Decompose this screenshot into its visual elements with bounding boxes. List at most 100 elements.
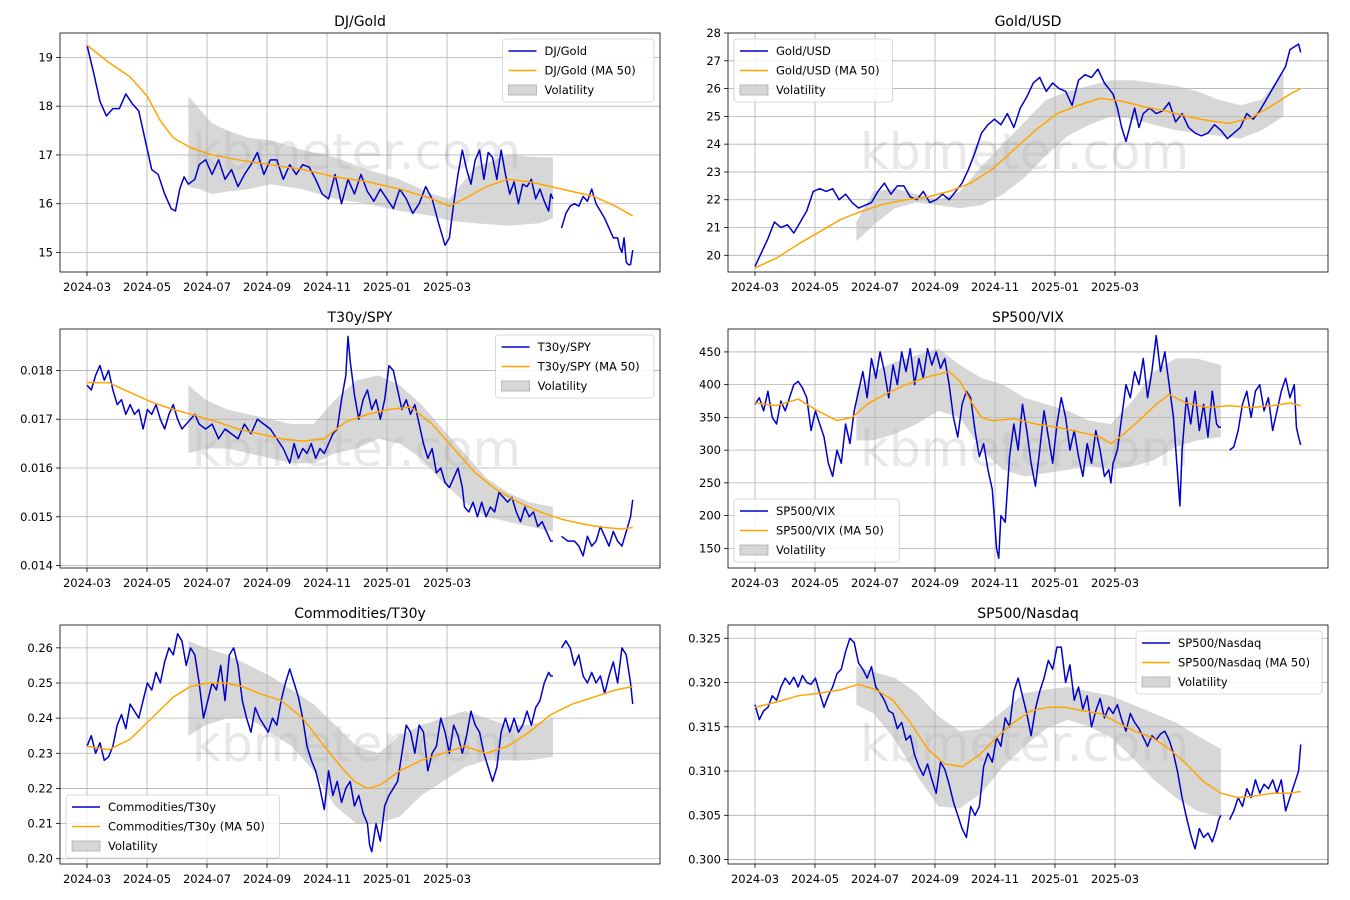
volatility-band	[188, 640, 553, 824]
legend-series-label: Gold/USD	[776, 44, 831, 58]
ma-line	[86, 682, 633, 790]
y-tick-label: 0.315	[688, 720, 721, 734]
y-tick-label: 0.310	[688, 764, 721, 778]
volatility-band	[856, 348, 1221, 477]
subplot-4: SP500/VIXkbmeter.com2024-032024-052024-0…	[699, 310, 1329, 590]
legend-volatility-label: Volatility	[776, 543, 826, 557]
x-tick-label: 2024-11	[971, 280, 1019, 294]
legend: Commodities/T30y Commodities/T30y (MA 50)…	[65, 794, 281, 859]
x-tick-label: 2024-03	[731, 576, 779, 590]
x-tick-label: 2024-07	[183, 872, 231, 886]
legend-volatility-label: Volatility	[776, 83, 826, 97]
x-tick-label: 2024-07	[183, 280, 231, 294]
y-tick-label: 0.325	[688, 631, 721, 645]
volatility-band	[188, 96, 553, 226]
x-tick-label: 2025-03	[423, 872, 471, 886]
series-line	[86, 45, 634, 266]
y-tick-label: 350	[699, 410, 721, 424]
y-tick-label: 25	[706, 109, 721, 123]
y-tick-label: 19	[38, 50, 53, 64]
x-tick-label: 2025-01	[363, 280, 411, 294]
legend-volatility-label: Volatility	[1178, 675, 1228, 689]
legend-volatility-label: Volatility	[108, 839, 158, 853]
ma-line	[86, 44, 634, 217]
y-tick-label: 28	[706, 26, 721, 40]
y-tick-label: 16	[38, 197, 53, 211]
chart-title: T30y/SPY	[327, 310, 393, 326]
legend-volatility-label: Volatility	[538, 379, 588, 393]
legend-volatility-label: Volatility	[545, 83, 595, 97]
y-tick-label: 250	[699, 476, 721, 490]
ma-line	[754, 683, 1301, 799]
x-tick-label: 2024-05	[791, 576, 839, 590]
x-tick-label: 2024-07	[183, 576, 231, 590]
legend-volatility-swatch	[739, 544, 769, 556]
legend-box	[733, 38, 893, 103]
legend-ma-label: DJ/Gold (MA 50)	[545, 64, 636, 78]
x-tick-label: 2024-03	[63, 872, 111, 886]
y-tick-label: 23	[706, 165, 721, 179]
legend: Gold/USD Gold/USD (MA 50) Volatility	[733, 38, 893, 103]
x-tick-label: 2024-09	[911, 576, 959, 590]
y-tick-label: 24	[706, 137, 721, 151]
x-tick-label: 2024-11	[303, 280, 351, 294]
y-tick-label: 150	[699, 541, 721, 555]
x-tick-label: 2025-03	[423, 280, 471, 294]
x-tick-label: 2025-01	[1031, 576, 1079, 590]
y-tick-label: 0.20	[27, 852, 53, 866]
series-line	[754, 43, 1302, 267]
legend-ma-label: T30y/SPY (MA 50)	[537, 360, 640, 374]
x-tick-label: 2024-05	[791, 280, 839, 294]
y-tick-label: 0.305	[688, 808, 721, 822]
ma-line	[87, 381, 633, 530]
y-tick-label: 0.24	[27, 711, 53, 725]
x-tick-label: 2024-03	[731, 872, 779, 886]
x-tick-label: 2024-07	[851, 872, 899, 886]
legend-series-label: SP500/VIX	[776, 504, 835, 518]
y-tick-label: 0.016	[20, 461, 53, 475]
x-tick-label: 2024-09	[243, 872, 291, 886]
legend-series-label: Commodities/T30y	[108, 800, 216, 814]
x-tick-label: 2024-09	[243, 576, 291, 590]
y-tick-label: 0.300	[688, 853, 721, 867]
legend-ma-label: Commodities/T30y (MA 50)	[108, 820, 265, 834]
axes-frame	[59, 32, 661, 273]
chart-title: SP500/VIX	[992, 310, 1064, 326]
x-tick-label: 2025-01	[1031, 280, 1079, 294]
legend: SP500/Nasdaq SP500/Nasdaq (MA 50) Volatili…	[1135, 630, 1323, 695]
x-tick-label: 2024-05	[791, 872, 839, 886]
x-tick-label: 2025-01	[363, 576, 411, 590]
y-tick-label: 27	[706, 54, 721, 68]
legend-ma-label: SP500/Nasdaq (MA 50)	[1178, 656, 1310, 670]
x-tick-label: 2024-11	[971, 872, 1019, 886]
legend-series-label: T30y/SPY	[537, 340, 592, 354]
x-tick-label: 2024-11	[303, 872, 351, 886]
x-tick-label: 2024-11	[971, 576, 1019, 590]
x-tick-label: 2024-03	[731, 280, 779, 294]
series-line	[86, 633, 634, 853]
y-tick-label: 21	[706, 221, 721, 235]
y-tick-label: 0.014	[20, 559, 53, 573]
y-tick-label: 450	[699, 345, 721, 359]
ma-line	[754, 87, 1302, 269]
x-tick-label: 2025-03	[1091, 576, 1139, 590]
y-tick-label: 0.017	[20, 412, 53, 426]
series-line	[754, 637, 1302, 850]
legend-volatility-swatch	[739, 84, 769, 96]
series-line	[754, 334, 1302, 559]
x-tick-label: 2024-09	[911, 872, 959, 886]
y-tick-label: 18	[38, 99, 53, 113]
y-tick-label: 26	[706, 82, 721, 96]
legend: DJ/Gold DJ/Gold (MA 50) Volatility	[502, 38, 655, 103]
legend-box	[733, 498, 900, 563]
x-tick-label: 2024-09	[243, 280, 291, 294]
chart-title: SP500/Nasdaq	[977, 606, 1078, 622]
y-tick-label: 20	[706, 248, 721, 262]
legend: SP500/VIX SP500/VIX (MA 50) Volatility	[733, 498, 900, 563]
y-tick-label: 0.26	[27, 641, 53, 655]
x-tick-label: 2024-03	[63, 280, 111, 294]
x-tick-label: 2024-07	[851, 576, 899, 590]
legend-volatility-swatch	[71, 840, 101, 852]
